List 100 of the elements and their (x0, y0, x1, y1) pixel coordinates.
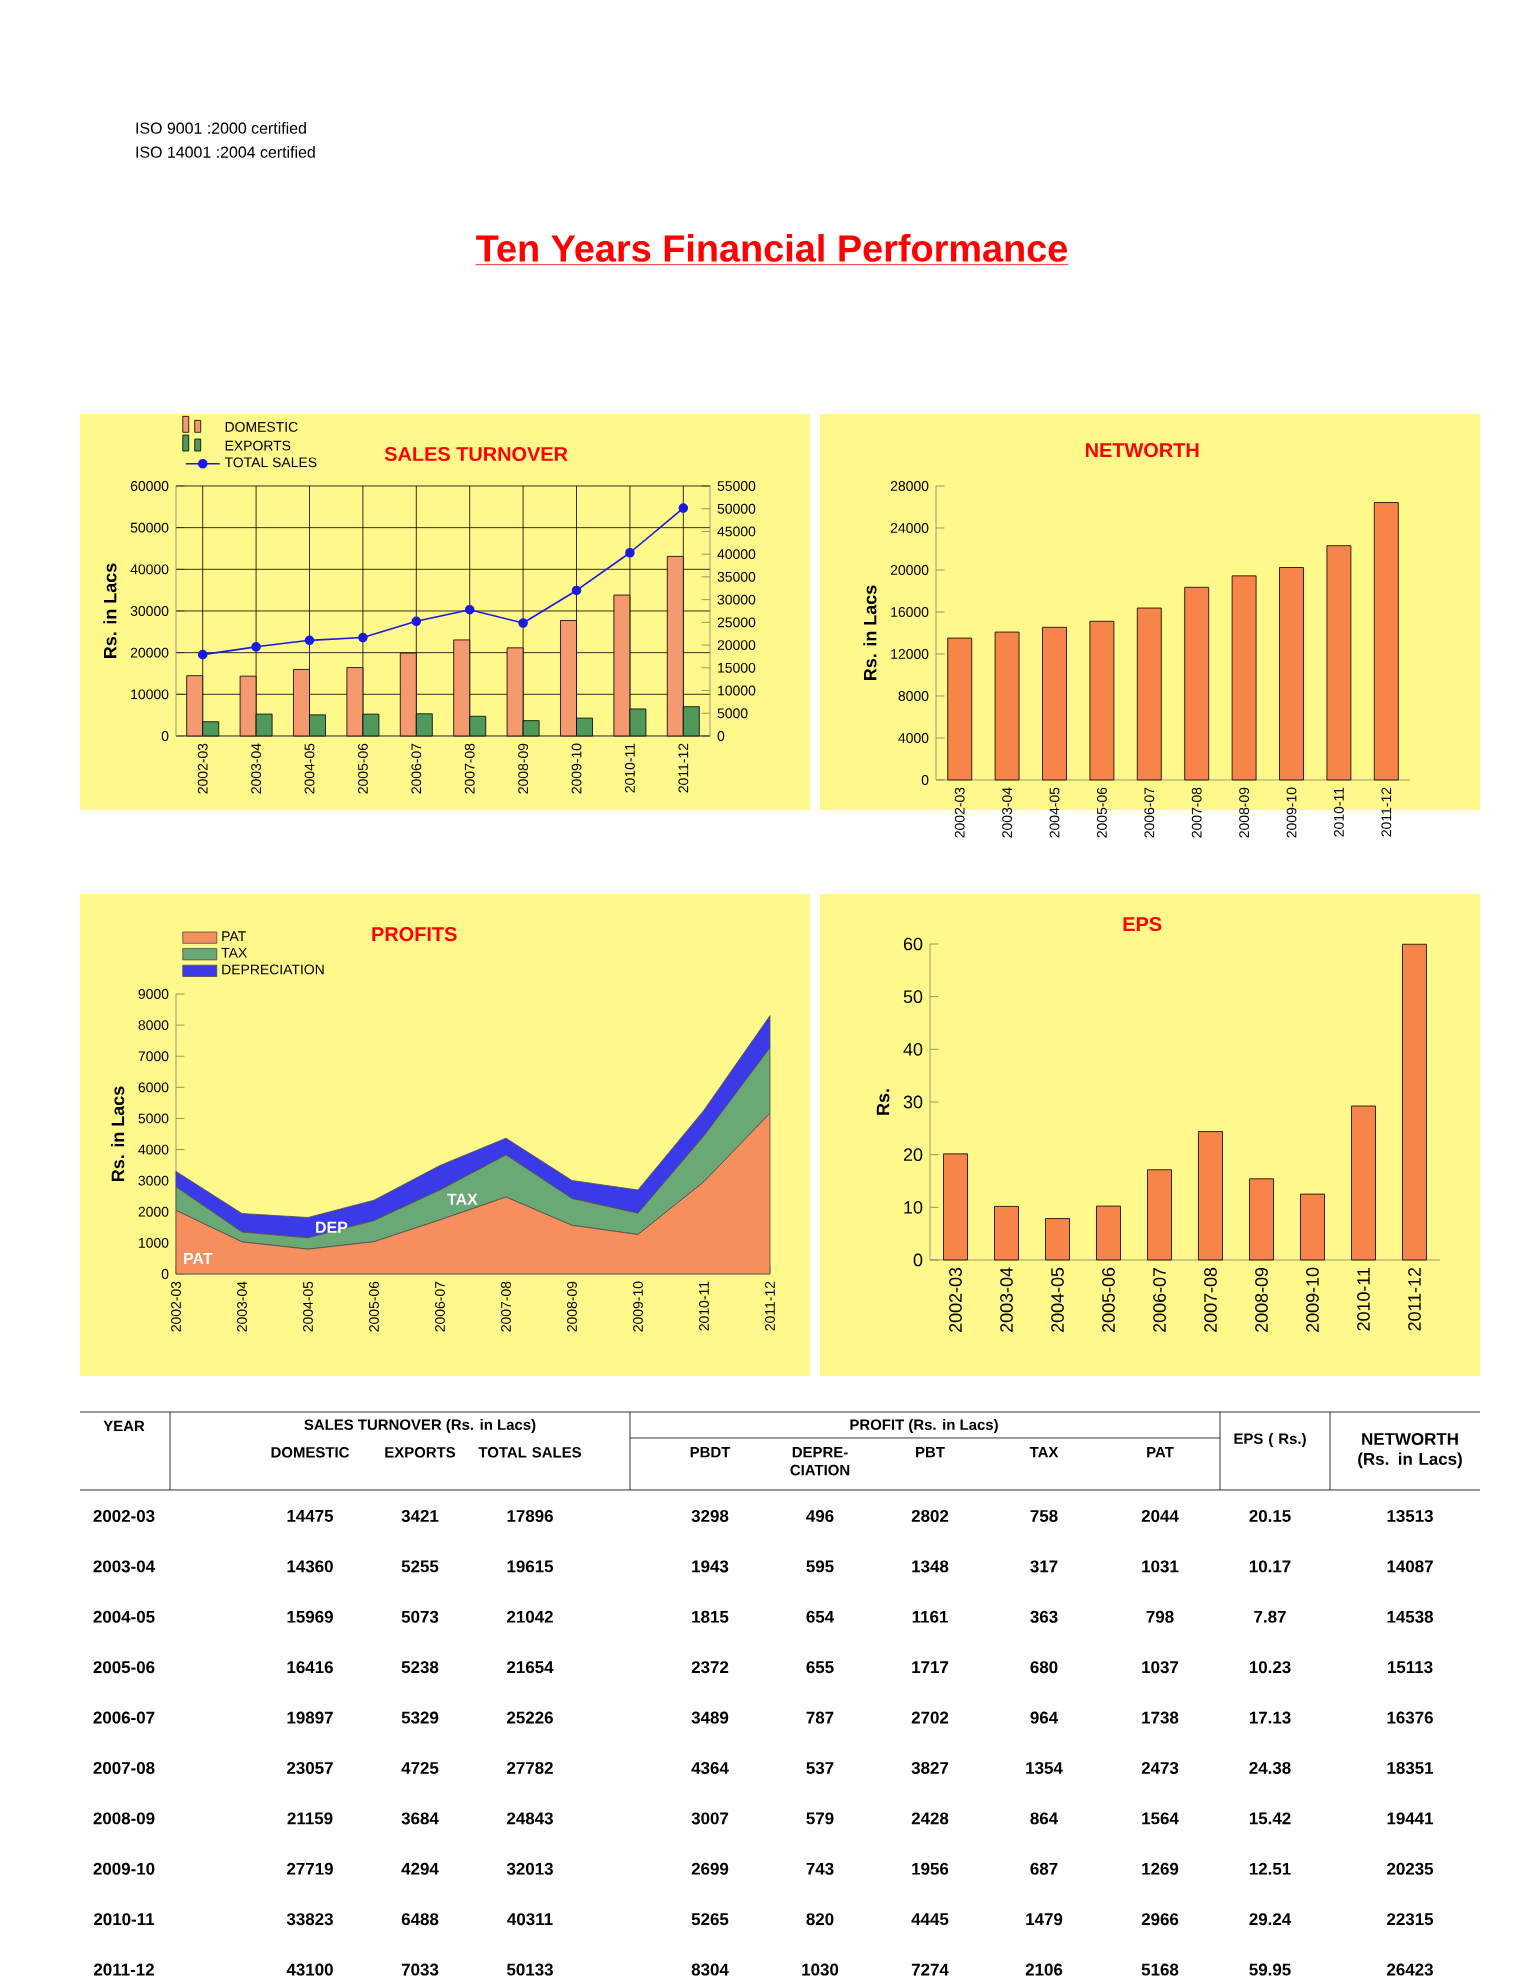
data-label: 17896 (507, 1509, 553, 1522)
chart-title: SALES TURNOVER (384, 446, 568, 462)
data-label: 2702 (911, 1711, 949, 1724)
data-label: 5329 (401, 1711, 439, 1724)
category-label: 2006-07 (93, 1711, 155, 1724)
data-label: 13513 (1387, 1509, 1433, 1522)
chart-title: PROFITS (372, 927, 457, 942)
data-label: 5265 (691, 1913, 729, 1926)
data-label: 758 (1030, 1509, 1058, 1522)
data-label: 798 (1146, 1610, 1174, 1623)
category-label: 2009-10 (93, 1862, 155, 1875)
bar (1300, 1193, 1325, 1261)
point (411, 616, 422, 627)
x-tick-label: 2003-04 (1000, 1267, 1013, 1332)
data-label: 3421 (401, 1509, 439, 1522)
x-tick-label: 2002-03 (949, 1267, 962, 1332)
bar (1249, 1178, 1274, 1261)
data-label: 4364 (691, 1761, 729, 1774)
text: Ten Years Financial Performance (476, 234, 1067, 262)
data-label: 1815 (692, 1610, 729, 1623)
category-label: 2003-04 (93, 1560, 155, 1573)
bar (943, 1153, 968, 1261)
category-label: 2011-12 (93, 1963, 154, 1976)
data-label: 2966 (1141, 1913, 1179, 1926)
y-tick-label: 20 (903, 1148, 923, 1162)
data-label: 27782 (507, 1762, 553, 1774)
data-label: 14475 (287, 1510, 334, 1522)
data-label: 16416 (287, 1661, 333, 1674)
data-label: 8304 (691, 1963, 729, 1976)
category-label: 2010-11 (93, 1913, 155, 1926)
data-label: 21159 (287, 1812, 333, 1825)
data-label: 655 (806, 1661, 834, 1674)
y-axis-title: Rs. in Lacs (103, 563, 117, 658)
data-label: 680 (1030, 1661, 1058, 1674)
x-tick-label: 2007-08 (1204, 1267, 1217, 1332)
data-label: 15.42 (1249, 1812, 1291, 1825)
data-label: 23057 (287, 1761, 333, 1774)
data-label: 5238 (401, 1661, 439, 1674)
data-label: 317 (1030, 1560, 1058, 1573)
data-label: 18351 (1387, 1761, 1434, 1774)
bar (1045, 1218, 1070, 1261)
y-tick-label: 40 (903, 1042, 923, 1056)
data-label: 15969 (287, 1610, 333, 1623)
y-tick-label: 30 (903, 1095, 923, 1109)
point (571, 585, 582, 596)
data-label: 24.38 (1249, 1761, 1291, 1774)
x-tick-label: 2006-07 (1153, 1267, 1166, 1332)
bar (1231, 575, 1257, 781)
data-label: 19897 (287, 1711, 333, 1724)
data-label: 4294 (401, 1862, 439, 1875)
data-label: 1956 (912, 1862, 949, 1875)
data-label: 1564 (1142, 1812, 1179, 1825)
bar (1147, 1169, 1172, 1261)
data-label: 3298 (691, 1509, 729, 1522)
bar (1373, 502, 1399, 781)
data-label: 2044 (1141, 1509, 1179, 1522)
bar (1089, 620, 1115, 781)
data-label: 3007 (691, 1812, 729, 1825)
data-label: 27719 (287, 1862, 333, 1875)
category-label: 2005-06 (93, 1661, 155, 1674)
data-label: 14087 (1387, 1560, 1433, 1573)
point (678, 503, 689, 513)
data-label: 21654 (507, 1661, 554, 1674)
data-label: 25226 (507, 1711, 553, 1724)
chart-title: EPS (1123, 917, 1162, 932)
data-label: 12.51 (1249, 1862, 1291, 1875)
point (358, 632, 368, 643)
data-label: 3827 (911, 1761, 949, 1774)
data-label: 1031 (1142, 1560, 1179, 1573)
data-label: 654 (806, 1610, 835, 1623)
data-label: 16376 (1387, 1711, 1433, 1724)
data-label: 5255 (401, 1560, 439, 1573)
data-label: 10.17 (1249, 1560, 1291, 1573)
data-label: 6488 (401, 1913, 439, 1926)
data-label: 864 (1030, 1812, 1059, 1825)
data-label: 20235 (1387, 1862, 1434, 1875)
y-tick-label: 60 (903, 937, 923, 951)
data-label: 7.87 (1254, 1610, 1286, 1623)
data-label: 50133 (506, 1963, 553, 1976)
bar (994, 1206, 1019, 1261)
data-label: 743 (806, 1862, 834, 1875)
data-label: 579 (806, 1812, 834, 1825)
data-label: 26423 (1387, 1963, 1433, 1976)
data-label: 1037 (1142, 1661, 1179, 1674)
x-tick-label: 2008-09 (1255, 1267, 1268, 1332)
data-label: 1161 (912, 1610, 948, 1623)
data-label: 2473 (1141, 1761, 1179, 1774)
data-label: 3684 (401, 1812, 439, 1825)
data-label: 363 (1030, 1610, 1058, 1623)
chart-title: NETWORTH (1085, 443, 1199, 458)
data-label: 5073 (401, 1610, 439, 1623)
data-label: 33823 (286, 1913, 333, 1926)
data-label: 1943 (692, 1560, 729, 1573)
x-tick-label: 2011-12 (1408, 1267, 1421, 1331)
point (625, 547, 635, 558)
bar (1351, 1105, 1376, 1261)
x-tick-label: 2005-06 (1102, 1267, 1115, 1332)
data-label: 1354 (1026, 1761, 1063, 1774)
x-tick-label: 2010-11 (1357, 1267, 1370, 1331)
data-label: 4445 (911, 1913, 949, 1926)
